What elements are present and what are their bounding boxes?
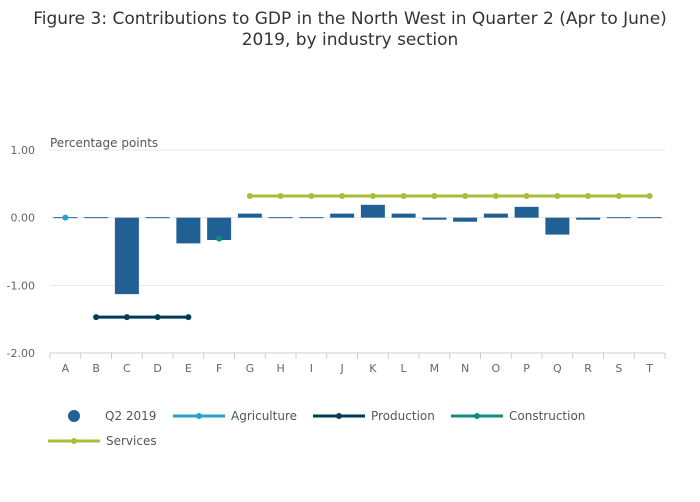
- legend-marker-services: [71, 438, 77, 444]
- point-services-M: [431, 193, 438, 200]
- legend-marker-construction: [474, 413, 480, 419]
- lines-layer: [62, 193, 653, 321]
- bar-L: [391, 213, 416, 218]
- x-tick-label: C: [123, 362, 131, 375]
- legend-swatch-q2-2019: [68, 410, 80, 422]
- x-tick-label: J: [340, 362, 344, 375]
- point-services-P: [523, 193, 530, 200]
- point-services-T: [646, 193, 653, 200]
- legend-label-services: Services: [106, 434, 157, 448]
- x-tick-label: K: [369, 362, 377, 375]
- x-tick-label: R: [584, 362, 592, 375]
- y-axis-label: Percentage points: [50, 136, 158, 150]
- chart-title-line2: 2019, by industry section: [242, 30, 459, 50]
- x-tick-label: T: [645, 362, 653, 375]
- x-tick-label: B: [92, 362, 100, 375]
- bar-B: [84, 217, 109, 219]
- x-tick-label: P: [523, 362, 530, 375]
- x-tick-label: D: [153, 362, 161, 375]
- x-tick-label: S: [615, 362, 622, 375]
- point-production-E: [185, 314, 192, 321]
- legend: Q2 2019 Agriculture Production Construction…: [48, 409, 585, 448]
- bar-R: [576, 217, 601, 220]
- bar-H: [268, 217, 293, 219]
- y-tick-label: 0.00: [11, 212, 36, 225]
- bar-N: [453, 217, 478, 222]
- point-services-Q: [554, 193, 561, 200]
- point-services-H: [277, 193, 284, 200]
- bar-I: [299, 217, 324, 219]
- y-tick-label: -1.00: [7, 279, 35, 292]
- point-services-I: [308, 193, 315, 200]
- x-tick-label: Q: [553, 362, 562, 375]
- chart-title-line1: Figure 3: Contributions to GDP in the No…: [33, 9, 667, 29]
- point-services-R: [585, 193, 592, 200]
- point-services-N: [462, 193, 469, 200]
- bar-D: [145, 217, 170, 219]
- x-tick-label: H: [276, 362, 284, 375]
- bars-layer: [53, 204, 662, 295]
- bar-C: [114, 217, 139, 295]
- point-services-S: [615, 193, 622, 200]
- point-services-L: [400, 193, 407, 200]
- legend-label-agriculture: Agriculture: [231, 409, 297, 423]
- bar-F: [207, 217, 232, 240]
- y-tick-label: -2.00: [7, 347, 35, 360]
- x-tick-label: L: [401, 362, 408, 375]
- point-production-D: [154, 314, 161, 321]
- legend-marker-agriculture: [196, 413, 202, 419]
- point-services-O: [492, 193, 499, 200]
- point-services-G: [246, 193, 253, 200]
- point-agriculture-A: [62, 214, 69, 221]
- point-services-K: [369, 193, 376, 200]
- bar-M: [422, 217, 447, 220]
- bar-J: [330, 213, 355, 218]
- bar-O: [483, 213, 508, 218]
- x-tick-label: M: [430, 362, 440, 375]
- bar-P: [514, 206, 539, 218]
- legend-label-construction: Construction: [509, 409, 585, 423]
- point-production-C: [123, 314, 130, 321]
- bar-S: [606, 217, 631, 219]
- bar-E: [176, 217, 201, 244]
- x-tick-label: N: [461, 362, 469, 375]
- axis-layer: A B C D E F G H I J K L M N O P Q R S T: [49, 352, 666, 375]
- point-services-J: [339, 193, 346, 200]
- bar-G: [237, 213, 262, 218]
- bar-Q: [545, 217, 570, 235]
- point-construction-F: [216, 235, 223, 242]
- point-production-B: [93, 314, 100, 321]
- bar-K: [360, 204, 385, 218]
- y-tick-label: 1.00: [11, 144, 36, 157]
- x-tick-label: I: [310, 362, 313, 375]
- x-tick-label: E: [185, 362, 192, 375]
- x-tick-label: F: [216, 362, 222, 375]
- x-tick-label: G: [246, 362, 255, 375]
- legend-marker-production: [336, 413, 342, 419]
- grid-layer: 1.00 0.00 -1.00 -2.00: [7, 144, 665, 360]
- legend-label-q2-2019: Q2 2019: [105, 409, 156, 423]
- x-tick-label: A: [62, 362, 70, 375]
- x-tick-label: O: [492, 362, 501, 375]
- bar-T: [637, 217, 662, 219]
- legend-label-production: Production: [371, 409, 435, 423]
